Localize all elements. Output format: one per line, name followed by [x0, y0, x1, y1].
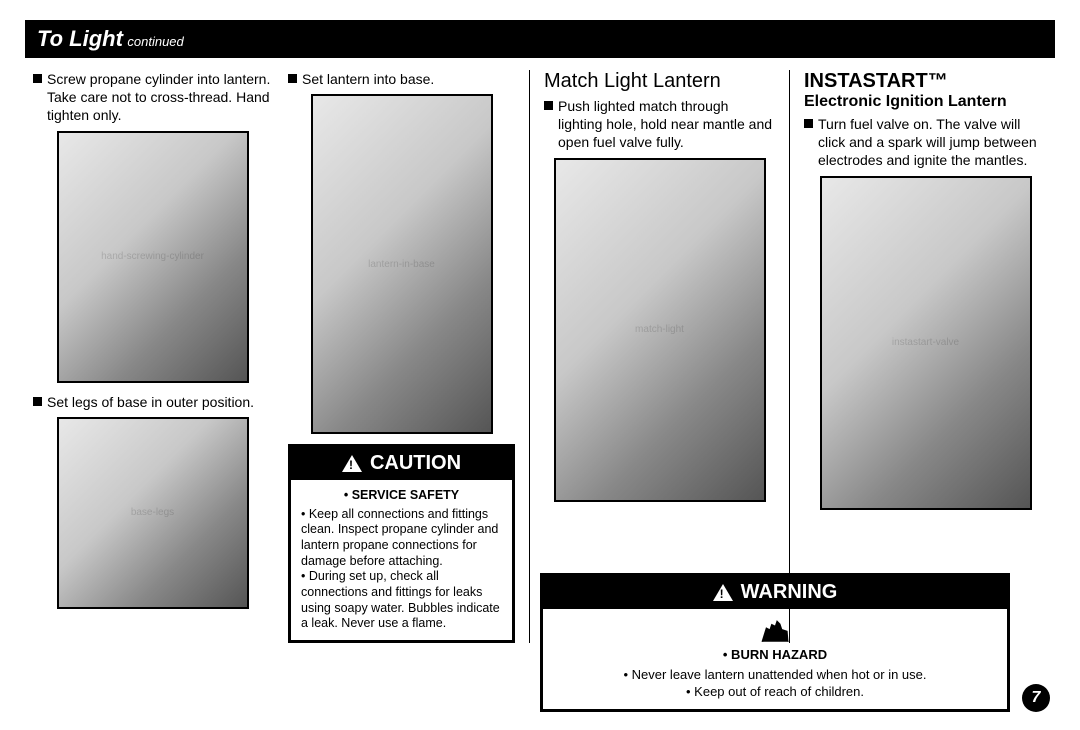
caution-text: • During set up, check all connections a… [301, 569, 502, 632]
instruction-photo-5: instastart-valve [820, 176, 1032, 510]
burn-hand-icon [757, 615, 793, 645]
column-heading-bold: INSTASTART™ [804, 70, 1047, 93]
bottom-row: WARNING • BURN HAZARD • Never leave lant… [540, 573, 1050, 712]
warning-text: • Never leave lantern unattended when ho… [553, 667, 997, 684]
caution-label: CAUTION [370, 452, 461, 475]
instruction-photo-1: hand-screwing-cylinder [57, 131, 249, 383]
step-text: Screw propane cylinder into lantern. Tak… [33, 70, 272, 125]
header-title: To Light [37, 26, 123, 51]
bullet-icon [33, 397, 42, 406]
instruction-photo-3: lantern-in-base [311, 94, 493, 434]
columns-container: Screw propane cylinder into lantern. Tak… [25, 70, 1055, 643]
warning-body: • BURN HAZARD • Never leave lantern unat… [543, 609, 1007, 709]
step-label: Set lantern into base. [302, 70, 434, 88]
caution-body: • SERVICE SAFETY • Keep all connections … [291, 480, 512, 640]
step-text: Set lantern into base. [288, 70, 515, 88]
caution-text: • Keep all connections and fittings clea… [301, 507, 502, 570]
column-2: Set lantern into base. lantern-in-base C… [280, 70, 530, 643]
step-label: Set legs of base in outer position. [47, 393, 254, 411]
step-text: Set legs of base in outer position. [33, 393, 272, 411]
column-heading: Match Light Lantern [544, 70, 775, 93]
page: To Light continued Screw propane cylinde… [0, 0, 1080, 643]
warning-subheading: • BURN HAZARD [553, 647, 997, 664]
warning-label: WARNING [741, 581, 838, 604]
bullet-icon [544, 101, 553, 110]
bullet-icon [804, 119, 813, 128]
warning-triangle-icon [342, 455, 362, 472]
bullet-icon [288, 74, 297, 83]
step-text: Turn fuel valve on. The valve will click… [804, 115, 1047, 170]
caution-header: CAUTION [291, 447, 512, 480]
caution-subheading: • SERVICE SAFETY [301, 488, 502, 504]
page-number: 7 [1022, 684, 1050, 712]
warning-header: WARNING [543, 576, 1007, 609]
instruction-photo-2: base-legs [57, 417, 249, 609]
instruction-photo-4: match-light [554, 158, 766, 502]
warning-text: • Keep out of reach of children. [553, 684, 997, 701]
warning-box: WARNING • BURN HAZARD • Never leave lant… [540, 573, 1010, 712]
caution-box: CAUTION • SERVICE SAFETY • Keep all conn… [288, 444, 515, 643]
column-4: INSTASTART™ Electronic Ignition Lantern … [790, 70, 1055, 643]
step-label: Push lighted match through lighting hole… [558, 97, 775, 152]
warning-triangle-icon [713, 584, 733, 601]
bullet-icon [33, 74, 42, 83]
section-header: To Light continued [25, 20, 1055, 58]
step-label: Screw propane cylinder into lantern. Tak… [47, 70, 272, 125]
step-label: Turn fuel valve on. The valve will click… [818, 115, 1047, 170]
column-1: Screw propane cylinder into lantern. Tak… [25, 70, 280, 643]
header-subtitle: continued [127, 34, 183, 49]
column-subheading-bold: Electronic Ignition Lantern [804, 93, 1047, 111]
step-text: Push lighted match through lighting hole… [544, 97, 775, 152]
column-3: Match Light Lantern Push lighted match t… [530, 70, 790, 643]
